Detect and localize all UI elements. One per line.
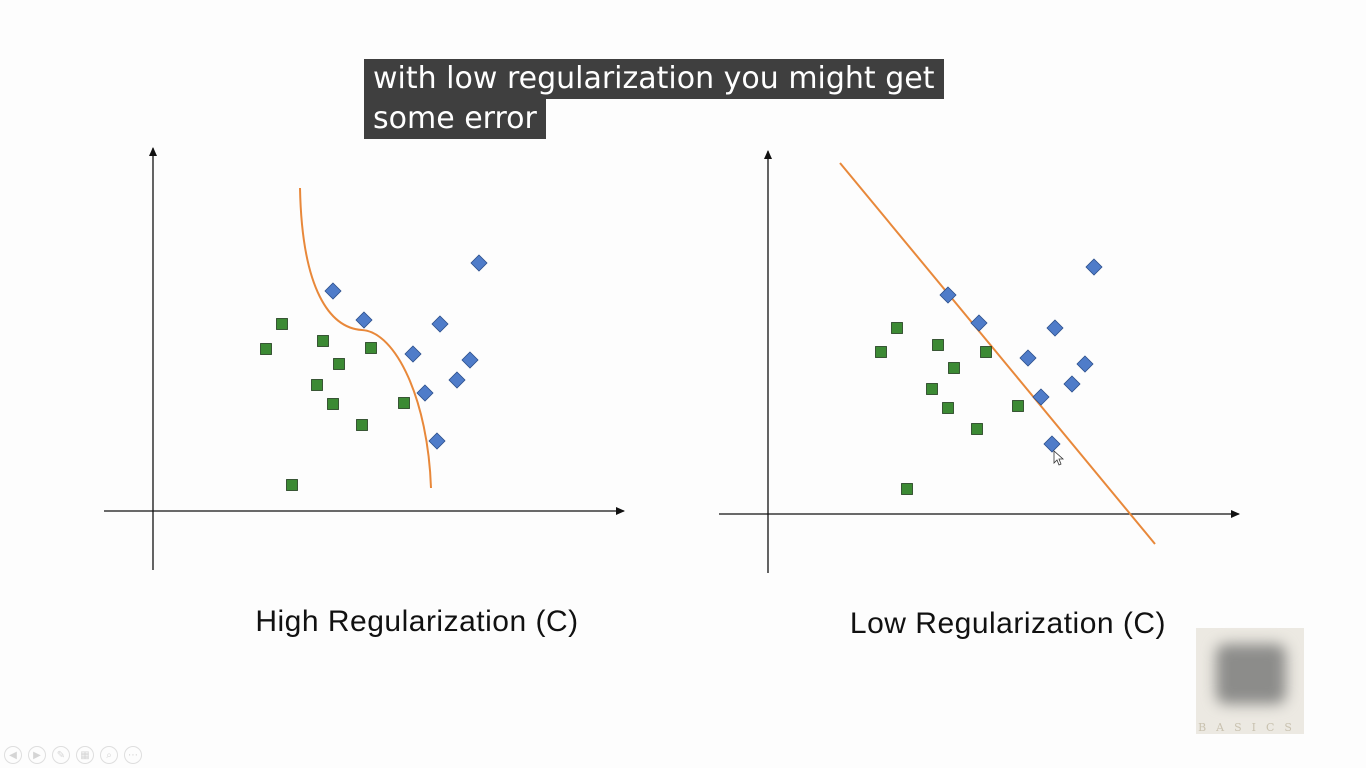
blurred-logo-icon — [1216, 644, 1286, 704]
high-regularization-plot: High Regularization (C) — [104, 147, 625, 638]
right-square-point — [948, 362, 960, 374]
watermark-text: BASICS — [1198, 721, 1302, 734]
left-diamond-point — [470, 254, 488, 272]
slides-icon[interactable]: ▦ — [76, 746, 94, 764]
left-square-point — [333, 358, 345, 370]
right-diamond-point — [970, 314, 988, 332]
left-square-point — [365, 342, 377, 354]
low-regularization-plot: Low Regularization (C) — [719, 150, 1240, 640]
subtitle-caption: with low regularization you might get so… — [364, 59, 944, 139]
previous-icon[interactable]: ◀ — [4, 746, 22, 764]
right-diamond-point — [1085, 258, 1103, 276]
low-regularization-title: Low Regularization (C) — [850, 607, 1166, 640]
right-square-point — [942, 402, 954, 414]
right-diamond-point — [1032, 388, 1050, 406]
right-square-point — [980, 346, 992, 358]
subtitle-line-2: some error — [364, 99, 546, 139]
left-diamond-point — [431, 315, 449, 333]
left-diamond-point — [404, 345, 422, 363]
high-regularization-title: High Regularization (C) — [255, 605, 578, 638]
right-diamond-point — [1076, 355, 1094, 373]
right-square-point — [926, 383, 938, 395]
left-square-point — [317, 335, 329, 347]
left-diamond-point — [428, 432, 446, 450]
left-square-point — [286, 479, 298, 491]
right-square-point — [1012, 400, 1024, 412]
right-square-point — [891, 322, 903, 334]
left-diamond-point — [448, 371, 466, 389]
linear-decision-boundary — [839, 162, 1156, 545]
right-square-point — [932, 339, 944, 351]
right-square-point — [901, 483, 913, 495]
left-square-point — [260, 343, 272, 355]
pen-icon[interactable]: ✎ — [52, 746, 70, 764]
next-icon[interactable]: ▶ — [28, 746, 46, 764]
left-square-point — [311, 379, 323, 391]
left-data-points — [260, 254, 488, 491]
right-square-point — [971, 423, 983, 435]
left-diamond-point — [461, 351, 479, 369]
mouse-cursor-icon — [1053, 450, 1065, 466]
right-square-point — [875, 346, 887, 358]
left-square-point — [327, 398, 339, 410]
subtitle-line-1: with low regularization you might get — [364, 59, 944, 99]
left-diamond-point — [324, 282, 342, 300]
left-square-point — [356, 419, 368, 431]
left-square-point — [398, 397, 410, 409]
channel-watermark: BASICS — [1196, 628, 1304, 734]
left-diamond-point — [416, 384, 434, 402]
right-diamond-point — [1043, 435, 1061, 453]
right-data-points — [875, 258, 1103, 495]
right-diamond-point — [939, 286, 957, 304]
left-diamond-point — [355, 311, 373, 329]
curved-decision-boundary — [299, 187, 432, 489]
right-diamond-point — [1046, 319, 1064, 337]
right-diamond-point — [1063, 375, 1081, 393]
zoom-icon[interactable]: ⌕ — [100, 746, 118, 764]
slideshow-controls: ◀ ▶ ✎ ▦ ⌕ ⋯ — [4, 746, 142, 764]
more-icon[interactable]: ⋯ — [124, 746, 142, 764]
right-diamond-point — [1019, 349, 1037, 367]
left-square-point — [276, 318, 288, 330]
